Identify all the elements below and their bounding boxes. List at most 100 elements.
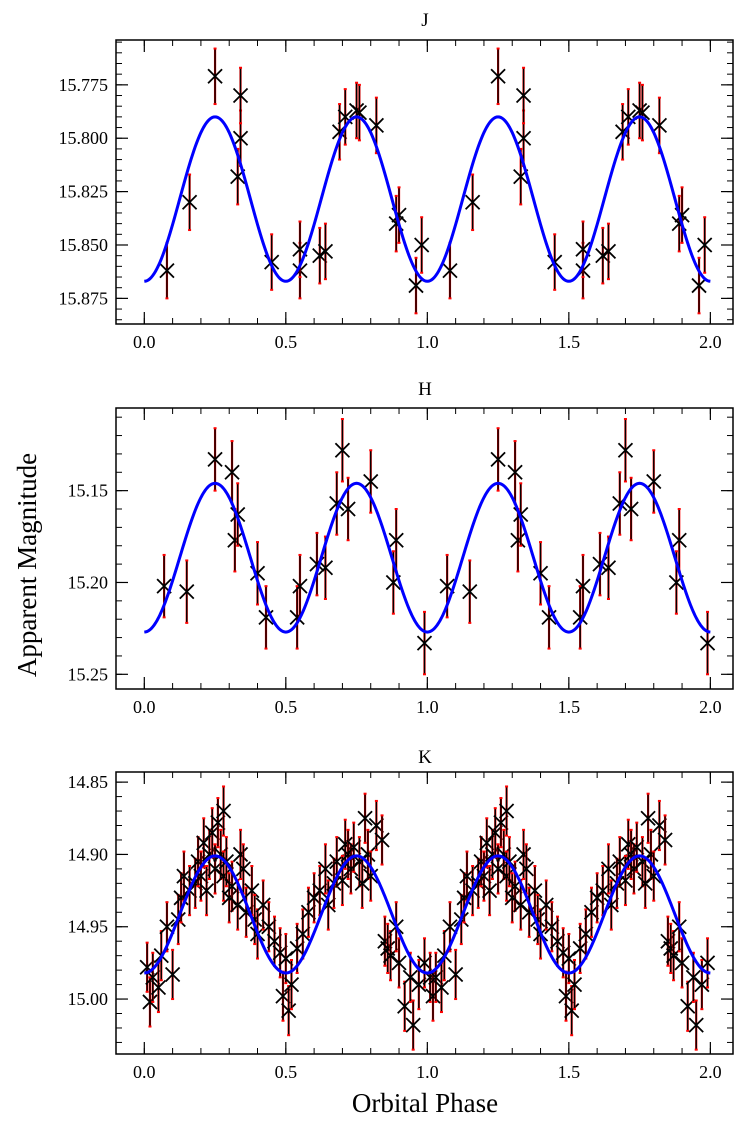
data-point-k (564, 1002, 580, 1019)
data-point-k (357, 810, 373, 826)
data-point-k (281, 1002, 297, 1019)
plot-frame-h (115, 407, 734, 690)
data-point-j (232, 87, 249, 104)
model-curve-h (144, 481, 711, 634)
x-tick-label-h: 0.0 (133, 697, 156, 717)
x-tick-label-h: 1.0 (416, 697, 439, 717)
data-point-k (244, 882, 260, 899)
data-point-k (527, 882, 543, 899)
data-point-j (408, 277, 424, 294)
data-point-k (317, 861, 334, 877)
data-point-j (464, 194, 481, 210)
data-point-k (215, 803, 232, 819)
data-point-k (515, 846, 532, 863)
data-point-h (340, 501, 356, 517)
plot-frame-j (115, 39, 734, 325)
data-point-k (363, 868, 379, 884)
data-point-h (416, 635, 433, 651)
data-point-h (224, 464, 240, 480)
x-tick-label-h: 0.5 (275, 697, 298, 717)
data-point-h (510, 532, 526, 548)
panel-h: H 0.0 0.5 1.0 1.5 2.0 15.15 15.20 15.25 (68, 379, 734, 717)
x-tick-label-k: 0.5 (275, 1062, 298, 1082)
data-point-h (623, 501, 639, 517)
model-curve-j (144, 115, 711, 283)
data-point-k (164, 966, 181, 983)
data-point-k (433, 979, 450, 996)
data-point-h (227, 532, 243, 548)
data-point-j (515, 130, 532, 146)
data-point-k (518, 861, 535, 877)
panel-k: K 0.0 0.5 1.0 1.5 2.0 14.85 14.90 14.95 15.00 (68, 747, 734, 1082)
data-point-j (442, 262, 458, 279)
y-tick-label-k: 14.85 (68, 772, 109, 792)
data-point-h (388, 532, 404, 548)
data-point-k (405, 1017, 421, 1033)
x-tick-label-k: 2.0 (699, 1062, 722, 1082)
data-point-h (292, 578, 308, 594)
data-point-h (334, 442, 351, 458)
data-point-h (671, 532, 687, 548)
y-tick-label-j: 15.825 (59, 182, 109, 202)
plot-frame-k (115, 771, 734, 1055)
data-point-j (600, 243, 617, 260)
data-point-h (207, 451, 223, 468)
data-point-j (414, 237, 430, 253)
panel-title-j: J (421, 10, 428, 31)
data-point-h (617, 442, 634, 458)
x-tick-label-j: 0.5 (275, 332, 298, 352)
data-point-j (207, 68, 223, 84)
data-point-k (566, 976, 583, 993)
data-point-k (699, 955, 716, 971)
data-point-h (699, 635, 716, 651)
data-point-j (159, 262, 175, 279)
data-point-k (142, 994, 158, 1010)
panel-title-h: H (418, 379, 432, 400)
y-tick-label-h: 15.15 (68, 481, 109, 501)
y-tick-label-j: 15.875 (59, 288, 109, 308)
data-point-h (575, 578, 591, 594)
data-point-j (515, 87, 532, 104)
data-point-k (447, 966, 464, 983)
y-tick-label-j: 15.850 (59, 235, 109, 255)
data-point-h (179, 584, 195, 600)
y-tick-label-k: 14.90 (68, 844, 109, 864)
x-tick-label-k: 0.0 (133, 1062, 156, 1082)
data-point-j (651, 117, 668, 134)
x-tick-label-k: 1.5 (558, 1062, 581, 1082)
y-tick-label-h: 15.25 (68, 664, 109, 684)
data-point-k (232, 846, 249, 863)
y-tick-label-k: 14.95 (68, 917, 109, 937)
y-tick-label-k: 15.00 (68, 989, 109, 1009)
y-tick-label-j: 15.800 (59, 128, 109, 148)
x-tick-label-j: 1.0 (416, 332, 439, 352)
data-point-j (691, 277, 707, 294)
data-point-k (283, 976, 300, 993)
data-point-h (646, 473, 662, 490)
data-point-k (498, 803, 515, 819)
data-point-k (150, 979, 167, 996)
data-point-k (391, 955, 407, 971)
x-tick-label-j: 2.0 (699, 332, 722, 352)
data-point-j (697, 237, 713, 253)
panel-title-k: K (418, 747, 432, 768)
data-point-k (640, 810, 656, 826)
data-point-k (657, 832, 673, 848)
x-tick-label-j: 1.5 (558, 332, 581, 352)
data-point-h (507, 464, 523, 480)
data-point-j (317, 243, 334, 260)
data-point-j (490, 68, 506, 84)
data-point-h (490, 451, 506, 468)
y-tick-label-j: 15.775 (59, 75, 109, 95)
data-point-h (462, 584, 478, 600)
data-point-j (232, 130, 249, 146)
data-point-k (374, 832, 390, 848)
data-point-j (181, 194, 198, 210)
data-point-k (600, 861, 617, 877)
data-point-k (688, 1017, 704, 1033)
x-tick-label-k: 1.0 (416, 1062, 439, 1082)
x-axis-title: Orbital Phase (352, 1088, 498, 1118)
x-tick-label-h: 1.5 (558, 697, 581, 717)
data-point-k (481, 882, 498, 899)
